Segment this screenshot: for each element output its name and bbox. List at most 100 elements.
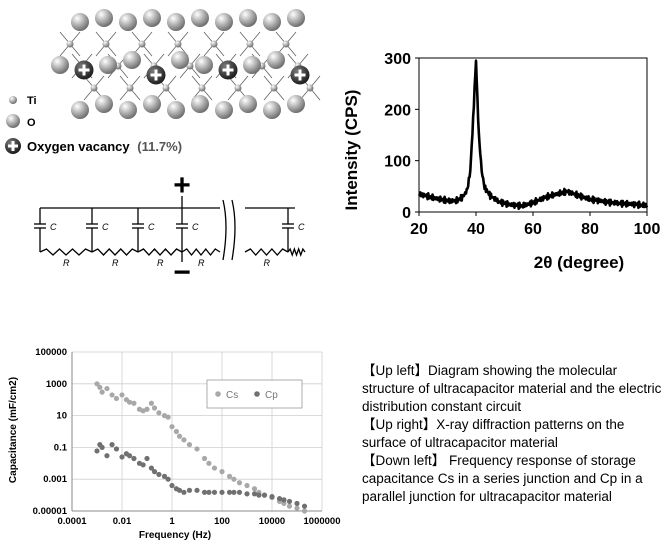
xrd-y-tick-label: 100 xyxy=(384,154,411,171)
o-atom xyxy=(123,51,141,69)
ti-atom-icon xyxy=(9,96,17,104)
capacitor-label: C xyxy=(192,222,199,232)
freq-point-cp xyxy=(156,471,162,478)
caption-down-left: 【Down left】 Frequency response of storag… xyxy=(362,453,643,504)
freq-point-cs xyxy=(211,465,218,471)
positive-terminal-label: + xyxy=(173,170,191,202)
freq-point-cp xyxy=(94,448,100,454)
o-atom xyxy=(263,13,281,31)
legend-cs-marker xyxy=(215,391,221,397)
caption-up-right: 【Up right】X-ray diffraction patterns on … xyxy=(362,417,625,450)
ti-atom xyxy=(198,84,206,92)
ti-atom xyxy=(174,40,182,48)
legend-o-label: O xyxy=(27,117,36,129)
freq-y-tick-label: 1000 xyxy=(46,379,67,390)
freq-point-cp xyxy=(211,489,218,495)
o-atom xyxy=(267,51,285,69)
o-atom xyxy=(263,101,281,119)
freq-point-cp xyxy=(269,494,275,500)
resistor-label: R xyxy=(198,258,205,268)
freq-point-cp xyxy=(206,489,212,495)
circuit-network xyxy=(34,196,306,262)
ti-atom xyxy=(282,40,290,48)
freq-point-cp xyxy=(99,444,105,450)
ti-atom xyxy=(138,40,146,48)
ti-atom xyxy=(246,40,254,48)
freq-point-cs xyxy=(244,482,250,489)
freq-x-axis-label: Frequency (Hz) xyxy=(139,530,211,541)
freq-point-cs xyxy=(144,406,150,412)
freq-point-cs xyxy=(294,505,300,511)
freq-x-tick-label: 10000 xyxy=(259,516,285,527)
ti-atom xyxy=(306,84,314,92)
xrd-y-tick-label: 200 xyxy=(384,102,411,119)
freq-series-cp xyxy=(94,442,308,509)
freq-point-cp xyxy=(226,489,233,495)
o-atom xyxy=(191,95,209,113)
xrd-x-tick-label: 100 xyxy=(634,221,661,238)
xrd-plot-frame xyxy=(418,57,648,213)
svg-text:Oxygen vacancy (11.7%): Oxygen vacancy (11.7%) xyxy=(27,139,182,154)
freq-point-cp xyxy=(148,465,155,471)
lattice-structure xyxy=(51,9,321,119)
caption-up-left: 【Up left】Diagram showing the molecular s… xyxy=(362,363,662,414)
resistor-label: R xyxy=(112,258,119,268)
capacitor-label: C xyxy=(148,222,155,232)
freq-point-cs xyxy=(119,392,125,398)
o-atom xyxy=(215,101,233,119)
xrd-y-tick-label: 0 xyxy=(402,205,411,222)
capacitor-label: C xyxy=(102,222,109,232)
legend-cp-marker xyxy=(254,391,260,397)
freq-point-cp xyxy=(176,487,183,493)
freq-point-cp xyxy=(113,446,120,452)
freq-point-cs xyxy=(226,473,233,480)
freq-point-cs xyxy=(194,446,200,452)
o-atom xyxy=(167,101,185,119)
frequency-response-chart: 0.00001 0.001 0.1 10 1000 100000 0.0001 0.01 1 1… xyxy=(8,347,340,541)
legend-vacancy-value: (11.7%) xyxy=(137,139,182,154)
o-atom xyxy=(195,56,213,74)
freq-point-cs xyxy=(186,442,193,448)
freq-point-cs xyxy=(148,400,155,406)
freq-point-cs xyxy=(231,476,237,482)
freq-point-cs xyxy=(104,385,110,392)
freq-point-cs xyxy=(97,384,103,390)
xrd-y-axis-label: Intensity (CPS) xyxy=(342,90,361,211)
freq-point-cp xyxy=(261,492,268,498)
freq-point-cs xyxy=(131,400,137,406)
freq-point-cp xyxy=(181,489,187,495)
o-atom xyxy=(99,56,117,74)
freq-point-cp xyxy=(301,503,308,509)
freq-point-cs xyxy=(165,414,171,420)
circuit-labels: C C C C C R R R R R xyxy=(50,222,305,268)
o-atom xyxy=(287,95,305,113)
freq-x-ticks: 0.0001 0.01 1 100 10000 1000000 xyxy=(57,516,340,527)
freq-point-cs xyxy=(109,392,115,398)
freq-point-cp xyxy=(281,497,287,503)
xrd-x-axis-label: 2θ (degree) xyxy=(534,253,624,272)
structure-legend: Ti O Oxygen vacancy (11.7%) xyxy=(5,95,182,154)
freq-point-cs xyxy=(206,460,212,466)
o-atom xyxy=(243,56,261,74)
legend-cp-label: Cp xyxy=(265,390,278,401)
legend-ti: Ti xyxy=(9,95,37,107)
freq-point-cs xyxy=(201,455,208,462)
legend-o: O xyxy=(6,114,36,129)
freq-point-cp xyxy=(236,489,243,495)
o-atom xyxy=(167,13,185,31)
freq-point-cp xyxy=(126,453,133,459)
o-atom xyxy=(71,13,89,31)
ti-atom xyxy=(126,84,134,92)
freq-x-tick-label: 100 xyxy=(214,516,230,527)
legend-cs-label: Cs xyxy=(226,390,238,401)
ti-atom xyxy=(210,40,218,48)
xrd-x-ticks: 20 40 60 80 100 xyxy=(410,212,660,238)
freq-grid xyxy=(71,351,323,512)
freq-data-points xyxy=(94,381,308,514)
freq-point-cp xyxy=(104,453,110,459)
freq-y-ticks: 0.00001 0.001 0.1 10 1000 100000 xyxy=(33,347,68,517)
freq-y-tick-label: 0.1 xyxy=(54,442,68,453)
freq-point-cs xyxy=(169,424,175,430)
freq-point-cs xyxy=(301,508,308,514)
freq-y-axis-label: Capacitance (mF/cm2) xyxy=(8,377,19,483)
